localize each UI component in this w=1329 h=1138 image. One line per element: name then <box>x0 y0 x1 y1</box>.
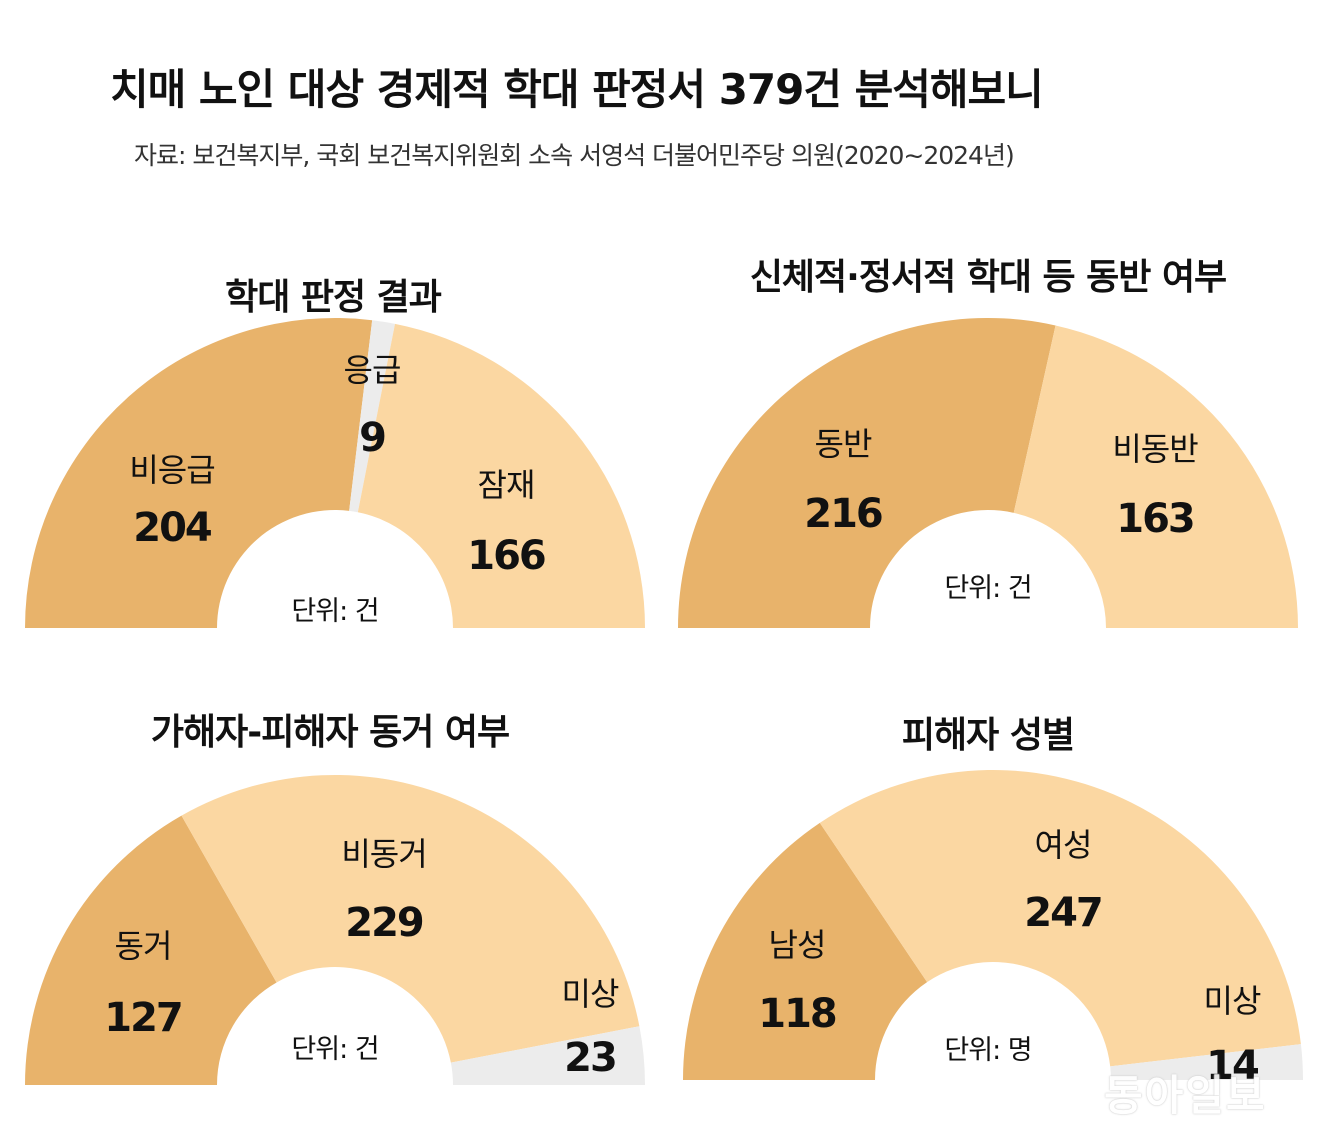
chart-0-value-0: 204 <box>133 505 211 551</box>
chart-3-slice-1 <box>819 769 1301 1067</box>
chart-3-value-1: 247 <box>1024 890 1102 936</box>
chart-title-cohabitation: 가해자-피해자 동거 여부 <box>150 712 510 753</box>
chart-1-unit-label: 단위: 건 <box>944 573 1031 604</box>
chart-1-slice-0 <box>678 318 1056 628</box>
chart-0-unit-label: 단위: 건 <box>291 596 378 627</box>
chart-3-label-0: 남성 <box>769 926 826 964</box>
chart-2-value-2: 23 <box>564 1035 616 1081</box>
chart-1-label-0: 동반 <box>815 425 872 463</box>
chart-3-value-0: 118 <box>758 991 836 1037</box>
chart-3-value-2: 14 <box>1206 1043 1258 1089</box>
chart-2-label-2: 미상 <box>562 975 619 1013</box>
semi-donut-chart-3: 남성 118 여성 247 미상 14 단위: 명 <box>683 769 1303 1089</box>
chart-0-label-1: 응급 <box>344 351 401 389</box>
page-title: 치매 노인 대상 경제적 학대 판정서 379건 분석해보니 <box>110 65 1044 114</box>
chart-title-victim-gender: 피해자 성별 <box>901 715 1075 756</box>
chart-3-slice-0 <box>683 822 928 1080</box>
chart-2-label-1: 비동거 <box>341 835 426 873</box>
chart-0-slice-1 <box>349 320 396 513</box>
chart-3-unit-label: 단위: 명 <box>944 1035 1031 1066</box>
watermark-logo: 동아일보 <box>1104 1071 1267 1120</box>
chart-title-accompanying-abuse: 신체적·정서적 학대 등 동반 여부 <box>749 257 1227 298</box>
chart-0-value-1: 9 <box>359 415 385 461</box>
chart-1-value-1: 163 <box>1116 496 1194 542</box>
chart-2-slice-2 <box>450 1026 645 1085</box>
chart-2-slice-1 <box>181 775 640 1063</box>
chart-2-label-0: 동거 <box>115 927 172 965</box>
chart-0-slice-0 <box>25 317 373 628</box>
chart-1-slice-1 <box>1013 325 1298 628</box>
chart-0-label-0: 비응급 <box>129 451 214 489</box>
chart-2-value-0: 127 <box>104 995 182 1041</box>
chart-0-value-2: 166 <box>467 533 545 579</box>
semi-donut-chart-2: 동거 127 비동거 229 미상 23 단위: 건 <box>25 775 645 1085</box>
chart-2-slice-0 <box>25 815 277 1085</box>
chart-2-unit-label: 단위: 건 <box>291 1034 378 1065</box>
chart-3-slice-2 <box>1110 1044 1303 1080</box>
semi-donut-chart-1: 동반 216 비동반 163 단위: 건 <box>678 318 1298 628</box>
source-note: 자료: 보건복지부, 국회 보건복지위원회 소속 서영석 더불어민주당 의원(2… <box>134 141 1015 170</box>
semi-donut-chart-0: 비응급 204 응급 9 잠재 166 단위: 건 <box>25 317 645 628</box>
chart-3-label-1: 여성 <box>1035 826 1092 864</box>
chart-2-value-1: 229 <box>345 900 423 946</box>
chart-1-value-0: 216 <box>804 491 882 537</box>
chart-title-judgment-result: 학대 판정 결과 <box>225 277 442 318</box>
chart-0-label-2: 잠재 <box>478 466 535 504</box>
chart-0-slice-2 <box>357 323 645 628</box>
chart-1-label-1: 비동반 <box>1112 430 1198 468</box>
chart-3-label-2: 미상 <box>1204 982 1261 1020</box>
